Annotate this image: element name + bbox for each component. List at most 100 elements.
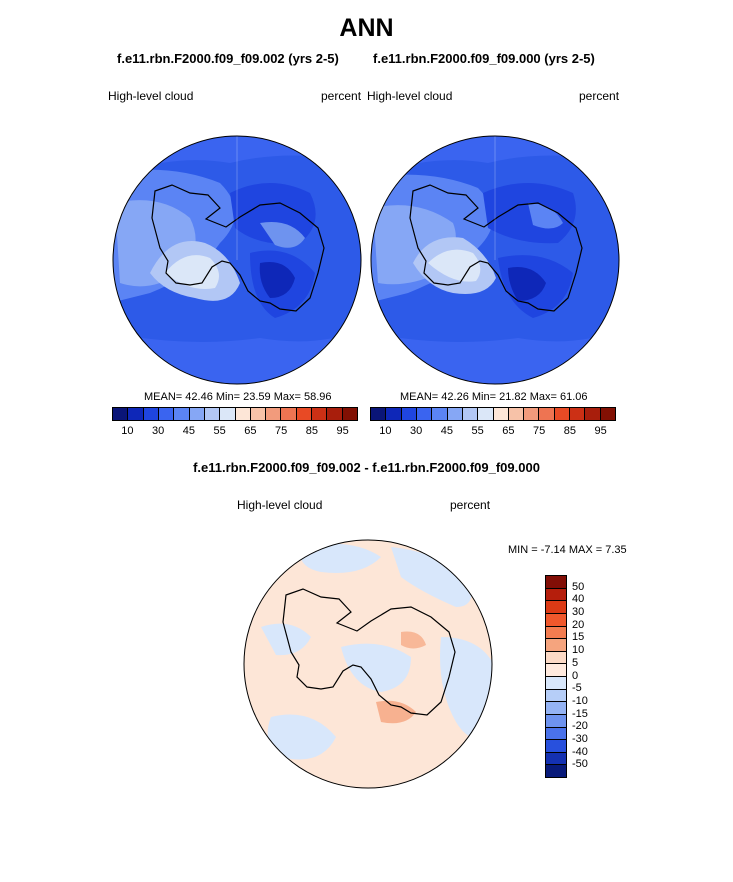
panel1-colorbar-swatch	[342, 408, 357, 420]
diff-colorbar-swatch	[546, 613, 566, 627]
panel1-colorbar-swatch	[281, 408, 297, 420]
diff-min-label: MIN =	[508, 544, 538, 556]
panel2-min-label: Min=	[471, 391, 497, 403]
panel1-colorbar-tick-label: 65	[244, 425, 257, 437]
panel1-colorbar-swatch	[204, 408, 221, 420]
diff-colorbar-swatch	[546, 714, 566, 728]
main-title: ANN	[339, 14, 394, 42]
diff-colorbar-tick-label: -10	[572, 694, 588, 707]
diff-colorbar-tick-label: 10	[572, 644, 585, 657]
panel2-colorbar-tick-label: 30	[410, 425, 423, 437]
panel2-colorbar-ticks: 10 30 45 55 65 75 85 95	[370, 425, 616, 439]
panel2-stats: MEAN= 42.26 Min= 21.82 Max= 61.06	[400, 391, 588, 403]
panel1-mean-label: MEAN=	[144, 391, 183, 403]
panel1-colorbar-swatch	[128, 408, 144, 420]
diff-colorbar-swatch	[546, 752, 566, 766]
diff-colorbar	[545, 575, 567, 778]
diff-colorbar-tick-label: 30	[572, 606, 585, 619]
diff-polar-map	[243, 539, 493, 789]
diff-colorbar-tick-label: -5	[572, 682, 582, 695]
diff-variable-label: High-level cloud	[237, 498, 323, 512]
panel2-mean-value: 42.26	[441, 391, 469, 403]
panel1-polar-map	[112, 135, 362, 385]
panel2-colorbar-swatch	[554, 408, 571, 420]
diff-colorbar-tick-label: 0	[572, 669, 579, 682]
diff-min-value: -7.14	[540, 544, 566, 556]
panel1-colorbar-swatch	[312, 408, 328, 420]
diff-colorbar-tick-label: -40	[572, 745, 588, 758]
panel1-colorbar-swatch	[235, 408, 251, 420]
panel2-colorbar-tick-label: 45	[440, 425, 453, 437]
diff-colorbar-tick-label: 40	[572, 593, 585, 606]
panel2-colorbar-tick-label: 10	[379, 425, 392, 437]
panel2-colorbar-swatch	[462, 408, 479, 420]
diff-colorbar-tick-label: -20	[572, 720, 588, 733]
diff-colorbar-swatch	[546, 588, 566, 602]
panel2-colorbar-swatch	[508, 408, 525, 420]
panel1-case-title: f.e11.rbn.F2000.f09_f09.002 (yrs 2-5)	[117, 51, 339, 66]
panel2-colorbar-swatch	[585, 408, 601, 420]
panel1-colorbar-swatch	[158, 408, 175, 420]
panel1-colorbar-tick-label: 85	[305, 425, 318, 437]
panel1-colorbar-tick-label: 55	[213, 425, 226, 437]
diff-max-value: 7.35	[605, 544, 627, 556]
diff-colorbar-swatch	[546, 651, 566, 665]
panel2-variable-label: High-level cloud	[367, 89, 453, 103]
diff-colorbar-tick-label: -50	[572, 758, 588, 771]
panel1-colorbar-swatch	[174, 408, 190, 420]
panel2-colorbar-swatch	[432, 408, 448, 420]
panel2-colorbar-tick-label: 95	[594, 425, 607, 437]
panel2-colorbar-tick-label: 55	[471, 425, 484, 437]
diff-colorbar-swatch	[546, 765, 566, 777]
panel1-variable-label: High-level cloud	[108, 89, 194, 103]
panel1-colorbar-tick-label: 95	[336, 425, 349, 437]
panel1-stats: MEAN= 42.46 Min= 23.59 Max= 58.96	[144, 391, 332, 403]
panel1-min-label: Min=	[215, 391, 241, 403]
diff-units-label: percent	[450, 498, 491, 512]
diff-colorbar-swatch	[546, 689, 566, 703]
panel1-colorbar-swatch	[327, 408, 343, 420]
panel2-max-label: Max=	[529, 391, 557, 403]
diff-minmax: MIN = -7.14 MAX = 7.35	[508, 544, 627, 556]
diff-colorbar-swatch	[546, 639, 566, 652]
panel2-colorbar-swatch	[478, 408, 494, 420]
panel1-max-value: 58.96	[303, 391, 332, 403]
panel1-colorbar-swatch	[189, 408, 205, 420]
panel2-max-value: 61.06	[559, 391, 588, 403]
panel1-max-label: Max=	[273, 391, 301, 403]
diff-colorbar-tick-label: -30	[572, 732, 588, 745]
diff-colorbar-tick-label: -15	[572, 707, 588, 720]
panel1-colorbar-swatch	[266, 408, 282, 420]
diff-max-label: MAX =	[568, 544, 603, 556]
panel1-units-label: percent	[321, 89, 362, 103]
panel2-colorbar-swatch	[539, 408, 555, 420]
panel2-colorbar-swatch	[447, 408, 463, 420]
panel1-colorbar-tick-label: 75	[275, 425, 288, 437]
panel2-colorbar-swatch	[416, 408, 433, 420]
diff-colorbar-swatch	[546, 702, 566, 715]
panel2-min-value: 21.82	[499, 391, 527, 403]
diff-colorbar-swatch	[546, 576, 566, 589]
panel2-units-label: percent	[579, 89, 620, 103]
panel1-colorbar-swatch	[143, 408, 159, 420]
panel1-colorbar-swatch	[220, 408, 236, 420]
panel2-colorbar-swatch	[386, 408, 402, 420]
diff-colorbar-tick-label: 20	[572, 618, 585, 631]
panel2-colorbar-tick-label: 65	[502, 425, 515, 437]
panel1-min-value: 23.59	[243, 391, 271, 403]
panel1-colorbar-swatch	[250, 408, 267, 420]
panel2-colorbar-swatch	[371, 408, 387, 420]
panel1-colorbar-swatch	[113, 408, 129, 420]
diff-colorbar-tick-label: 50	[572, 580, 585, 593]
diff-colorbar-swatch	[546, 677, 566, 690]
panel2-colorbar-tick-label: 85	[563, 425, 576, 437]
diff-colorbar-swatch	[546, 727, 566, 741]
panel2-polar-map	[370, 135, 620, 385]
diff-colorbar-swatch	[546, 664, 566, 677]
panel1-colorbar-ticks: 10 30 45 55 65 75 85 95	[112, 425, 358, 439]
panel2-colorbar-swatch	[524, 408, 540, 420]
panel1-colorbar-tick-label: 30	[152, 425, 165, 437]
panel2-colorbar	[370, 407, 616, 421]
panel2-colorbar-swatch	[493, 408, 509, 420]
panel2-case-title: f.e11.rbn.F2000.f09_f09.000 (yrs 2-5)	[373, 51, 595, 66]
